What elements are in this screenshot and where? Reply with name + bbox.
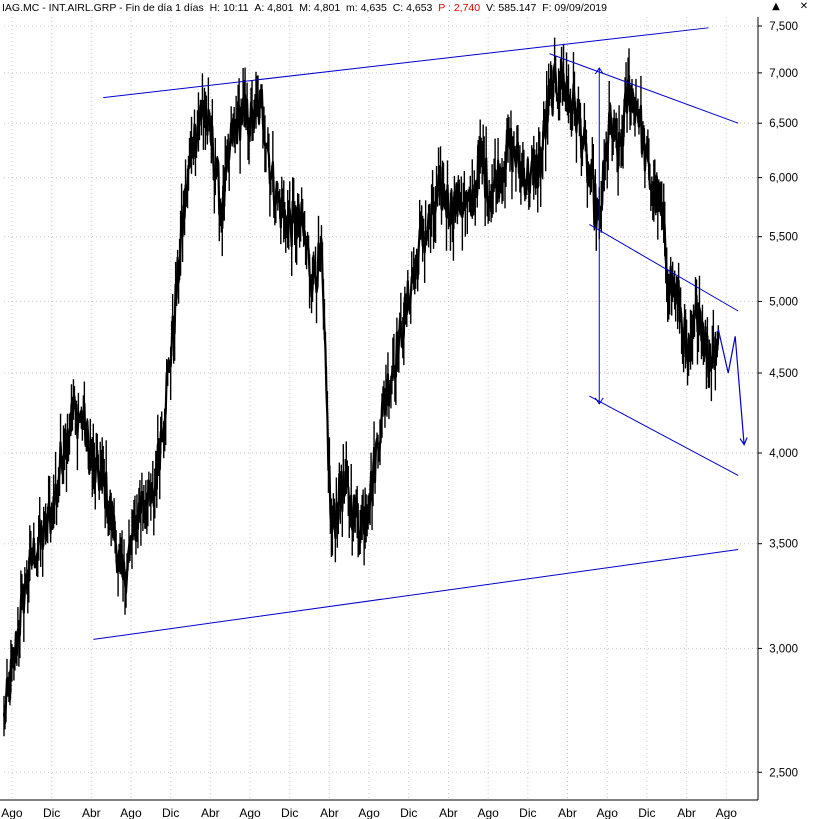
x-tick-label: Ago xyxy=(239,806,261,819)
x-tick-label: Dic xyxy=(281,806,298,819)
y-tick-label: 4,500 xyxy=(769,368,798,380)
close-icon[interactable]: ✕ xyxy=(799,1,809,12)
x-tick-label: Ago xyxy=(477,806,499,819)
x-tick-label: Ago xyxy=(358,806,380,819)
x-tick-label: Dic xyxy=(519,806,536,819)
y-tick-label: 6,500 xyxy=(769,118,798,130)
x-tick-label: Abr xyxy=(558,806,577,819)
y-tick-label: 5,500 xyxy=(769,232,798,244)
y-axis: 7,500 7,000 6,500 6,000 5,500 5,000 4,500 4,000… xyxy=(757,17,798,800)
x-tick-label: Abr xyxy=(82,806,101,819)
p-label: P : 2,740 xyxy=(438,2,481,14)
chart-header: IAG.MC - INT.AIRL.GRP - Fin de día 1 día… xyxy=(2,1,607,15)
x-tick-label: Abr xyxy=(320,806,339,819)
arrowhead-down xyxy=(594,397,604,405)
y-tick-label: 3,500 xyxy=(769,539,798,551)
arrowhead-up xyxy=(594,67,604,75)
trendline xyxy=(93,549,739,640)
y-tick-label: 5,000 xyxy=(769,296,798,308)
price-line xyxy=(2,61,720,725)
x-tick-label: Ago xyxy=(597,806,619,819)
x-tick-label: Dic xyxy=(400,806,417,819)
volume-label: V: 585.147 xyxy=(485,2,537,14)
x-tick-label: Abr xyxy=(677,806,696,819)
x-tick-label: Dic xyxy=(162,806,179,819)
projection-path xyxy=(717,329,745,445)
y-tick-label: 6,000 xyxy=(769,173,798,185)
grid xyxy=(4,17,758,800)
x-tick-label: Ago xyxy=(120,806,142,819)
annotations xyxy=(93,27,748,640)
trendline xyxy=(589,395,739,476)
trendline xyxy=(589,224,739,312)
x-tick-label: Dic xyxy=(43,806,60,819)
y-tick-label: 3,000 xyxy=(769,643,798,655)
close-label: C: 4,653 xyxy=(392,2,433,14)
x-axis: Ago Dic Abr Ago Dic Abr Ago Dic Abr Ago Dic Abr Ago D… xyxy=(0,799,758,819)
max-label: M: 4,801 xyxy=(299,2,341,14)
x-tick-label: Dic xyxy=(638,806,655,819)
trendline xyxy=(549,53,739,124)
min-label: m: 4,635 xyxy=(346,2,387,14)
price-series xyxy=(2,37,720,737)
x-tick-label: Ago xyxy=(716,806,738,819)
symbol-label: IAG.MC - INT.AIRL.GRP - Fin de día 1 día… xyxy=(2,2,204,14)
high-label: H: 10:11 xyxy=(209,2,249,14)
projection-arrowhead xyxy=(739,437,748,446)
scroll-up-icon[interactable]: ▲ xyxy=(772,1,780,12)
date-label: F: 09/09/2019 xyxy=(542,2,607,14)
x-tick-label: Abr xyxy=(439,806,458,819)
x-tick-label: Abr xyxy=(201,806,220,819)
y-tick-label: 4,000 xyxy=(769,448,798,460)
y-tick-label: 7,500 xyxy=(769,21,798,33)
y-tick-label: 7,000 xyxy=(769,68,798,80)
open-label: A: 4,801 xyxy=(254,2,294,14)
y-tick-label: 2,500 xyxy=(769,767,798,779)
trendline xyxy=(103,27,709,99)
x-tick-label: Ago xyxy=(1,806,23,819)
